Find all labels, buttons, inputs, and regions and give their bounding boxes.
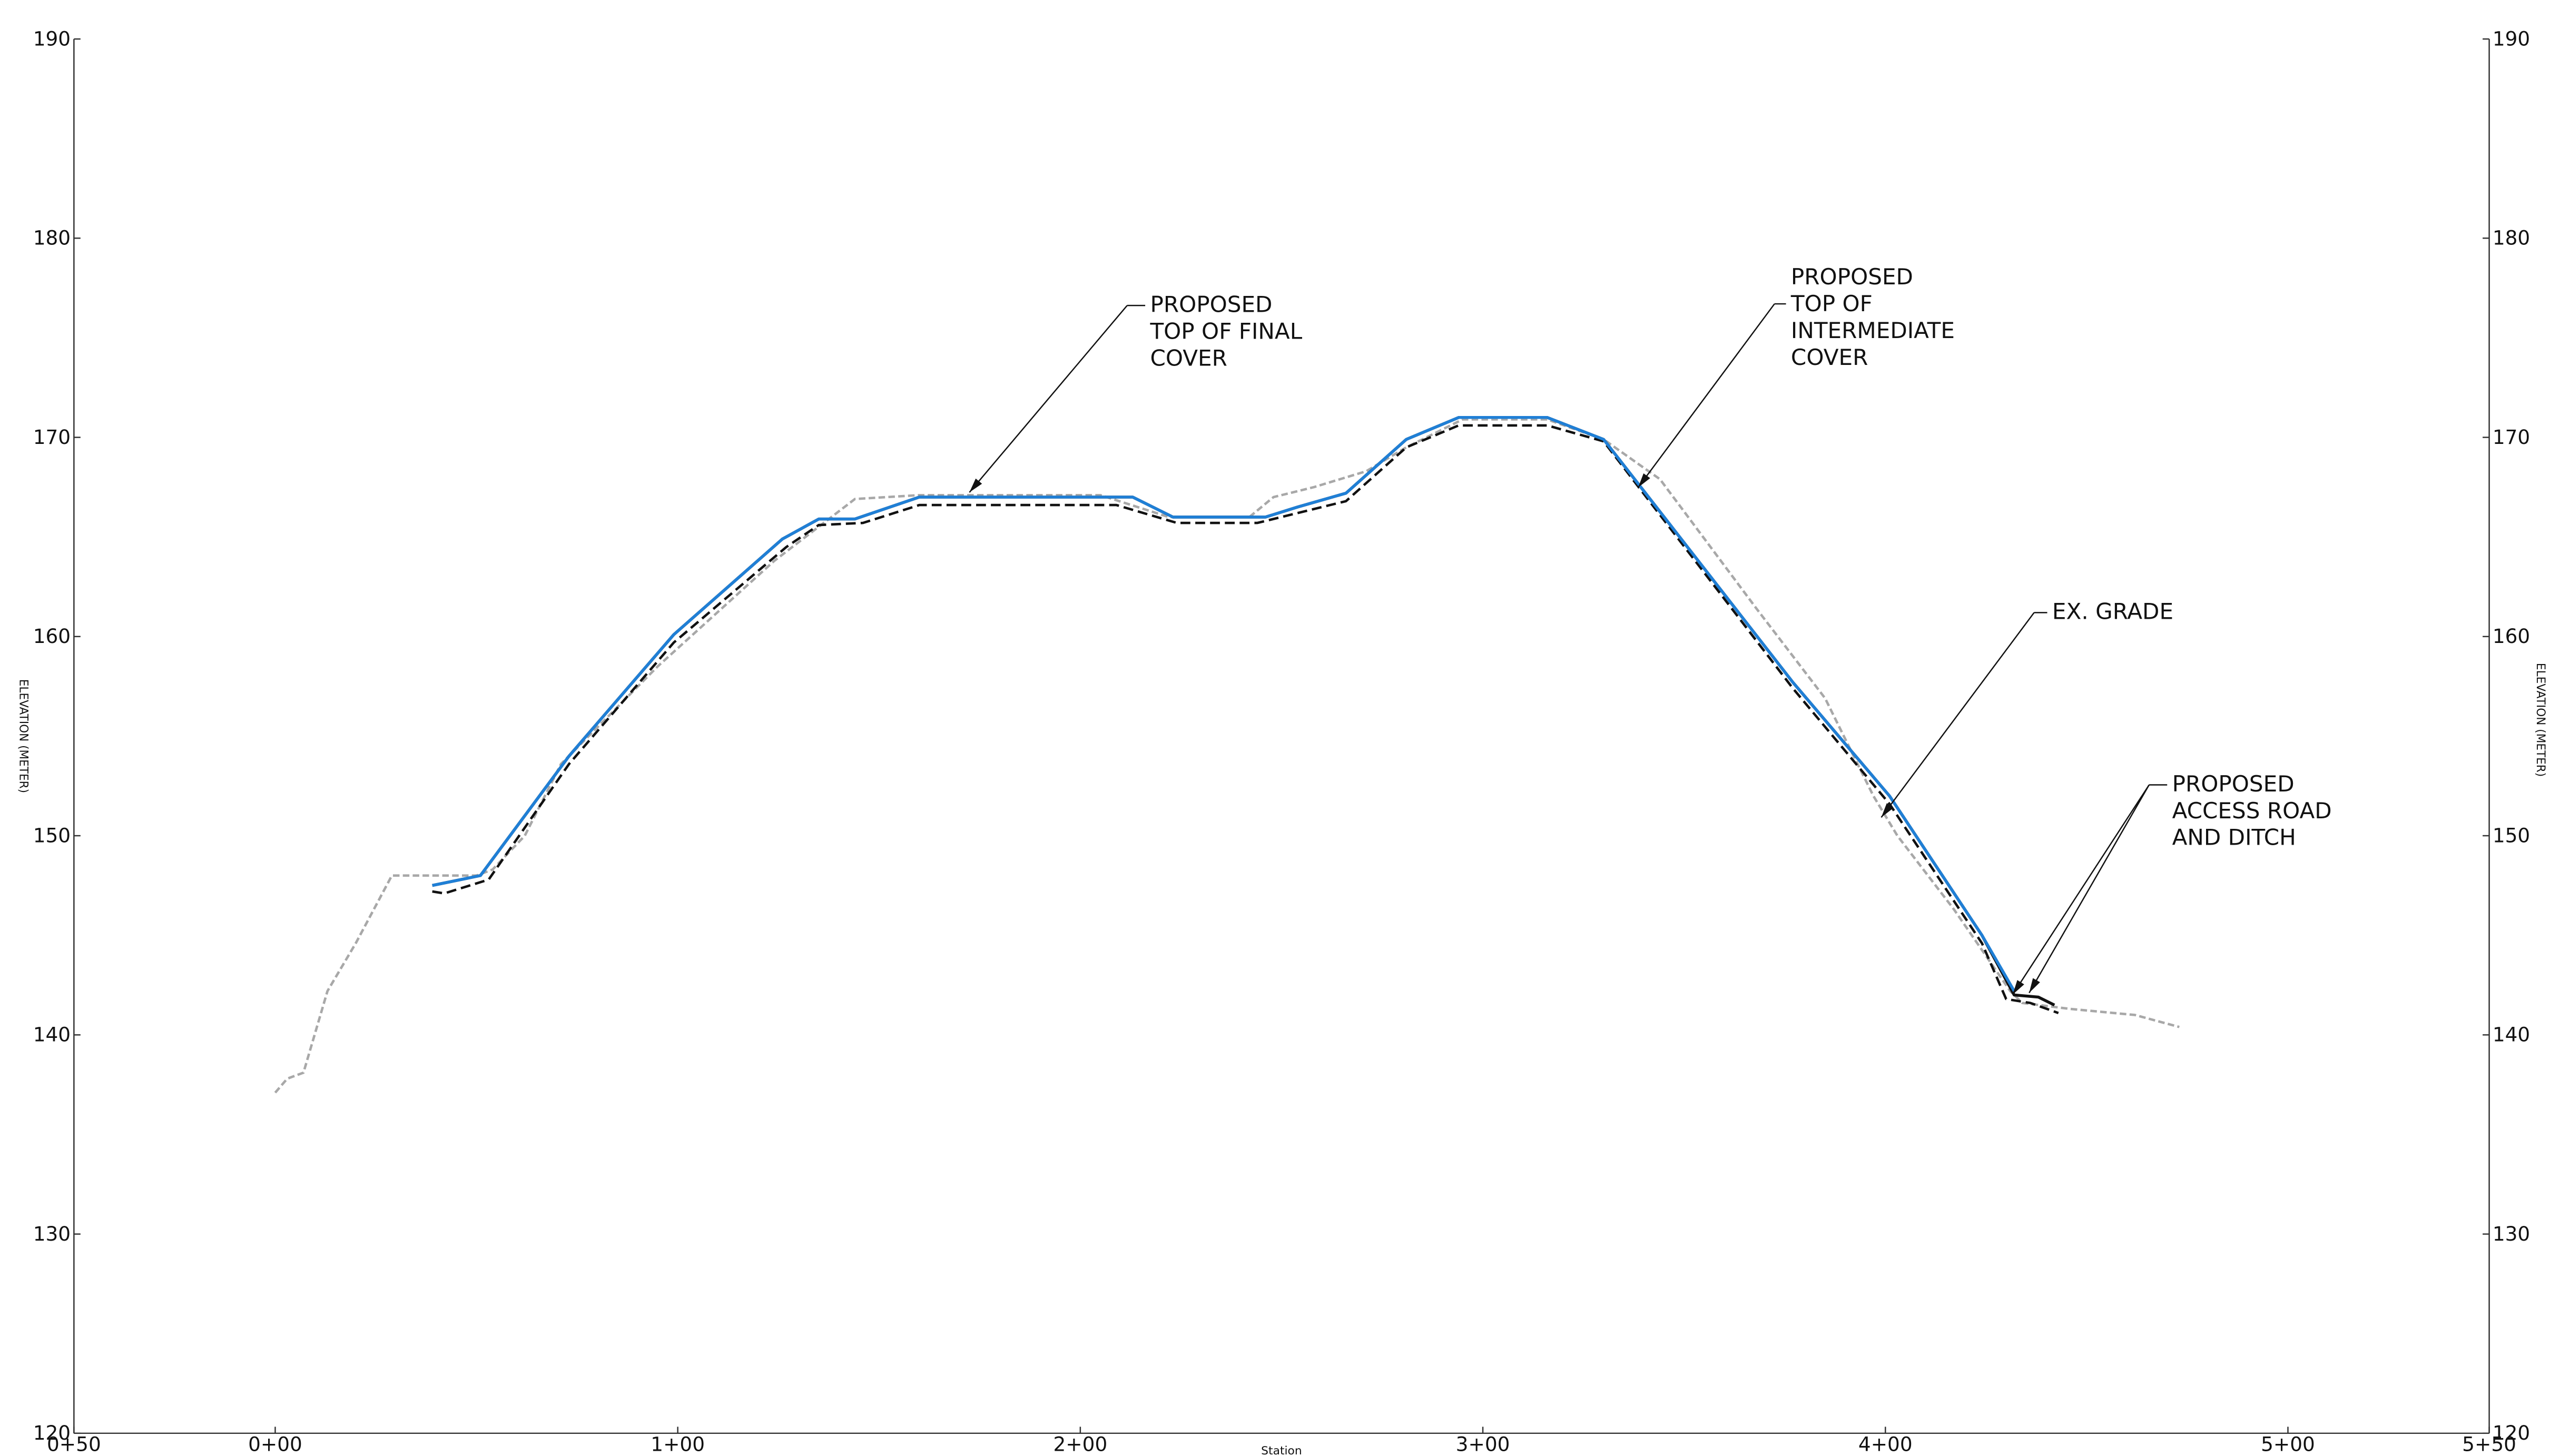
- y2-tick-label: 130: [2493, 1222, 2530, 1245]
- y2-tick-label: 170: [2493, 425, 2530, 449]
- annotation-text: EX. GRADE: [2052, 599, 2173, 625]
- leader-line: [1637, 303, 1775, 488]
- annotation-text: AND DITCH: [2172, 825, 2296, 850]
- x-tick-label: 1+00: [651, 1433, 705, 1456]
- arrowhead: [1881, 803, 1894, 818]
- y2-tick-label: 140: [2493, 1023, 2530, 1046]
- annotation-text: PROPOSED: [1791, 264, 1913, 290]
- y-tick-label: 120: [33, 1421, 71, 1444]
- annotation-text: PROPOSED: [1150, 292, 1272, 318]
- y-tick-label: 180: [33, 226, 71, 250]
- profile-line: [432, 424, 2059, 1014]
- x-tick-label: 0+50: [47, 1433, 101, 1456]
- x-tick-label: 2+00: [1053, 1433, 1107, 1456]
- annotation-text: TOP OF: [1790, 291, 1873, 316]
- annotation-text: COVER: [1791, 344, 1868, 370]
- y-tick-label: 170: [33, 425, 71, 449]
- arrowhead: [2013, 980, 2024, 995]
- y2-tick-label: 160: [2493, 625, 2530, 648]
- profile-line: [432, 415, 2016, 992]
- arrowhead: [1638, 473, 1650, 488]
- y-tick-label: 160: [33, 625, 71, 648]
- x-tick-label: 5+50: [2462, 1433, 2516, 1456]
- y-tick-label: 190: [33, 27, 71, 51]
- leader-line: [2012, 784, 2150, 995]
- y2-tick-label: 120: [2493, 1421, 2530, 1444]
- x-tick-label: 0+00: [248, 1433, 302, 1456]
- y2-tick-label: 180: [2493, 226, 2530, 250]
- annotation-text: TOP OF FINAL: [1149, 319, 1302, 344]
- profile-line: [274, 418, 2180, 1094]
- annotation-text: INTERMEDIATE: [1791, 318, 1955, 343]
- annotation-text: ACCESS ROAD: [2172, 798, 2332, 824]
- y-tick-label: 150: [33, 824, 71, 847]
- y2-tick-label: 190: [2493, 27, 2530, 51]
- x-axis-label: Station: [1261, 1444, 1302, 1456]
- annotation-text: COVER: [1150, 345, 1227, 371]
- y-axis-label: ELEVATION (METER): [16, 679, 29, 793]
- y2-axis-label: ELEVATION (METER): [2534, 663, 2547, 777]
- x-tick-label: 5+00: [2261, 1433, 2315, 1456]
- leader-line: [2029, 784, 2150, 994]
- x-tick-label: 4+00: [1858, 1433, 1913, 1456]
- y-tick-label: 130: [33, 1222, 71, 1245]
- leader-line: [1880, 612, 2035, 818]
- annotation-text: PROPOSED: [2172, 771, 2295, 797]
- arrowhead: [969, 478, 982, 493]
- y-tick-label: 140: [33, 1023, 71, 1046]
- y2-tick-label: 150: [2493, 824, 2530, 847]
- leader-line: [969, 305, 1128, 493]
- x-tick-label: 3+00: [1456, 1433, 1510, 1456]
- arrowhead: [2029, 978, 2040, 993]
